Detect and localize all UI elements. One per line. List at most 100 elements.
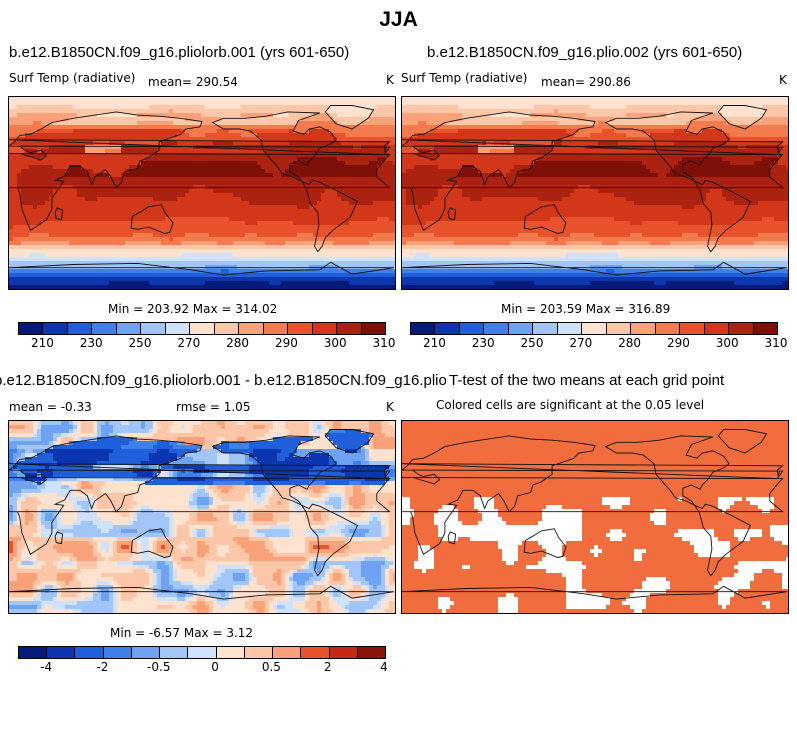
- coastline: [402, 111, 784, 231]
- colorbar-cell: [165, 323, 191, 334]
- coastline: [211, 111, 359, 253]
- panel2-mean: mean= 290.86: [541, 75, 631, 89]
- coastline: [447, 207, 457, 221]
- panel2-map: [401, 96, 789, 290]
- panel4-subtitle: Colored cells are significant at the 0.0…: [436, 398, 705, 412]
- colorbar-tick-label: 0: [211, 660, 219, 674]
- colorbar-cell: [19, 647, 48, 658]
- colorbar-cell: [704, 323, 730, 334]
- panel3-minmax: Min = -6.57 Max = 3.12: [110, 626, 254, 640]
- colorbar-tick-label: 290: [666, 336, 690, 350]
- colorbar-tick-label: 0.5: [261, 660, 281, 674]
- coastline: [402, 261, 787, 276]
- colorbar-cell: [459, 323, 485, 334]
- colorbar-cell: [357, 647, 386, 658]
- colorbar-cell: [47, 647, 76, 658]
- colorbar-cell: [508, 323, 534, 334]
- panel2-units: K: [779, 73, 787, 87]
- colorbar-cell: [753, 323, 778, 334]
- colorbar-cell: [131, 647, 161, 658]
- coastline: [324, 105, 375, 130]
- colorbar-tick-label: 210: [30, 336, 54, 350]
- coastline: [604, 111, 752, 253]
- panel1-title: b.e12.B1850CN.f09_g16.pliolorb.001 (yrs …: [9, 44, 350, 61]
- colorbar-tick-label: 310: [764, 336, 788, 350]
- colorbar-cell: [190, 323, 215, 334]
- colorbar-tick-label: 4: [380, 660, 388, 674]
- colorbar-tick-label: 250: [128, 336, 152, 350]
- coastline: [130, 528, 174, 558]
- panel2-minmax: Min = 203.59 Max = 316.89: [501, 302, 671, 316]
- coastline: [130, 204, 174, 234]
- colorbar-cell: [606, 323, 632, 334]
- panel1-map: [8, 96, 396, 290]
- panel3-mean: mean = -0.33: [9, 400, 92, 414]
- colorbar-cell: [216, 647, 245, 658]
- colorbar-cell: [337, 323, 362, 334]
- colorbar-cell: [435, 323, 460, 334]
- panel1-colorbar: [18, 322, 386, 335]
- coastline: [523, 528, 567, 558]
- panel2-variable: Surf Temp (radiative): [401, 71, 528, 85]
- coastline: [9, 261, 394, 276]
- colorbar-cell: [582, 323, 607, 334]
- map-svg: [9, 97, 395, 289]
- coastline: [717, 429, 768, 454]
- colorbar-tick-label: 230: [471, 336, 495, 350]
- colorbar-tick-label: 230: [79, 336, 103, 350]
- coastline: [447, 531, 457, 545]
- panel3-title: b.e12.B1850CN.f09_g16.pliolorb.001 - b.e…: [0, 372, 446, 389]
- colorbar-cell: [67, 323, 93, 334]
- colorbar-tick-label: 300: [715, 336, 739, 350]
- colorbar-cell: [361, 323, 386, 334]
- coastline: [9, 585, 394, 600]
- coastline: [402, 585, 787, 600]
- colorbar-tick-label: 280: [618, 336, 642, 350]
- colorbar-tick-label: 290: [274, 336, 298, 350]
- panel3-map: [8, 420, 396, 614]
- colorbar-cell: [116, 323, 142, 334]
- colorbar-cell: [43, 323, 68, 334]
- coastline: [9, 111, 391, 231]
- map-svg: [402, 421, 788, 613]
- colorbar-cell: [239, 323, 264, 334]
- colorbar-cell: [141, 323, 166, 334]
- colorbar-tick-label: -4: [40, 660, 53, 674]
- panel1-units: K: [386, 73, 394, 87]
- colorbar-cell: [557, 323, 583, 334]
- coastline: [54, 531, 64, 545]
- panel2-title: b.e12.B1850CN.f09_g16.plio.002 (yrs 601-…: [427, 44, 743, 61]
- colorbar-tick-label: 250: [520, 336, 544, 350]
- colorbar-cell: [188, 647, 217, 658]
- colorbar-cell: [680, 323, 705, 334]
- panel4-map: [401, 420, 789, 614]
- colorbar-cell: [160, 647, 189, 658]
- coastline: [402, 435, 784, 555]
- coastline: [211, 435, 359, 577]
- panel1-minmax: Min = 203.92 Max = 314.02: [108, 302, 278, 316]
- colorbar-cell: [631, 323, 656, 334]
- colorbar-cell: [273, 647, 302, 658]
- colorbar-cell: [75, 647, 104, 658]
- colorbar-cell: [244, 647, 274, 658]
- colorbar-cell: [484, 323, 509, 334]
- coastline: [324, 429, 375, 454]
- map-svg: [402, 97, 788, 289]
- coastline: [9, 435, 391, 555]
- colorbar-cell: [533, 323, 558, 334]
- coastline: [54, 207, 64, 221]
- panel1-mean: mean= 290.54: [148, 75, 238, 89]
- coastline: [717, 105, 768, 130]
- colorbar-cell: [288, 323, 313, 334]
- colorbar-tick-label: 270: [177, 336, 201, 350]
- map-svg: [9, 421, 395, 613]
- colorbar-cell: [655, 323, 681, 334]
- colorbar-cell: [312, 323, 338, 334]
- colorbar-tick-label: 270: [569, 336, 593, 350]
- colorbar-tick-label: 280: [226, 336, 250, 350]
- panel3-rmse: rmse = 1.05: [176, 400, 251, 414]
- colorbar-cell: [92, 323, 117, 334]
- colorbar-cell: [329, 647, 358, 658]
- panel1-variable: Surf Temp (radiative): [9, 71, 136, 85]
- colorbar-cell: [214, 323, 240, 334]
